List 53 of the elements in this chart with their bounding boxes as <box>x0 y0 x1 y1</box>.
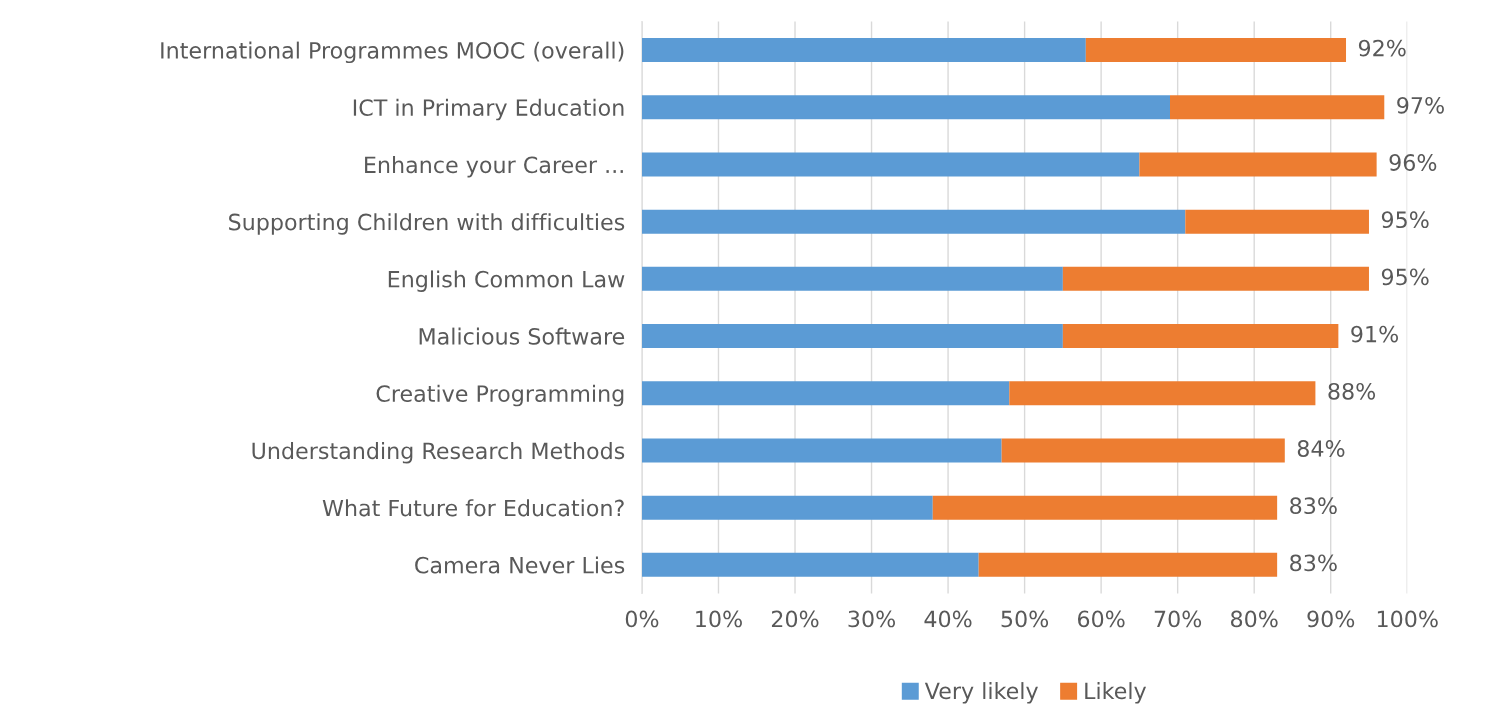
y-tick-label: Creative Programming <box>376 384 624 407</box>
y-tick-label: Camera Never Lies <box>415 556 625 574</box>
x-tick-label: 80% <box>1230 610 1278 628</box>
bar <box>641 324 1063 349</box>
x-tick-label: 20% <box>771 610 819 628</box>
bar <box>641 266 1063 291</box>
bar <box>641 381 1010 406</box>
bar <box>641 552 979 577</box>
y-tick-label: Supporting Children with difficulties <box>229 213 625 235</box>
x-tick-label: 100% <box>1377 610 1438 628</box>
bar <box>978 552 1278 577</box>
x-tick-label: 70% <box>1154 610 1202 628</box>
total-label: 95% <box>1381 211 1429 229</box>
x-tick-label: 10% <box>696 610 742 628</box>
bar <box>641 209 1186 234</box>
total-label: 97% <box>1397 96 1444 114</box>
y-tick-label: ICT in Primary Education <box>353 98 624 121</box>
bar <box>641 495 933 520</box>
total-label: 96% <box>1389 154 1437 171</box>
bar <box>1170 95 1385 120</box>
y-tick-label: Enhance your Career ... <box>365 156 623 178</box>
x-tick-label: 60% <box>1077 610 1125 628</box>
bar <box>1001 438 1285 463</box>
y-tick-label: What Future for Education? <box>322 499 624 517</box>
y-tick-label: Understanding Research Methods <box>252 442 625 464</box>
x-tick-label: 40% <box>924 610 972 628</box>
total-label: 92% <box>1358 39 1406 57</box>
bar <box>1009 381 1316 406</box>
bar <box>1085 38 1347 63</box>
total-label: 88% <box>1328 382 1376 400</box>
x-tick-label: 90% <box>1307 610 1355 628</box>
y-tick-label: International Programmes MOOC (overall) <box>161 41 624 64</box>
total-label: 83% <box>1290 497 1337 515</box>
bar <box>641 38 1086 63</box>
x-tick-label: 30% <box>848 610 896 628</box>
total-label: 91% <box>1351 325 1399 343</box>
y-tick-label: English Common Law <box>388 270 625 292</box>
x-tick-label: 0% <box>625 610 659 628</box>
bar <box>1185 209 1369 234</box>
bar <box>641 438 1002 463</box>
bar <box>641 152 1140 177</box>
bar <box>641 95 1170 120</box>
x-tick-label: 50% <box>1001 610 1049 628</box>
bar <box>1139 152 1377 177</box>
total-label: 84% <box>1297 440 1345 457</box>
legend-label: Very likely <box>924 682 1038 704</box>
bar <box>1062 324 1339 349</box>
bar <box>932 495 1278 520</box>
total-label: 95% <box>1381 268 1429 286</box>
legend-label: Likely <box>1085 682 1147 704</box>
bar <box>1062 266 1369 291</box>
total-label: 83% <box>1290 554 1337 572</box>
y-tick-label: Malicious Software <box>419 327 625 345</box>
